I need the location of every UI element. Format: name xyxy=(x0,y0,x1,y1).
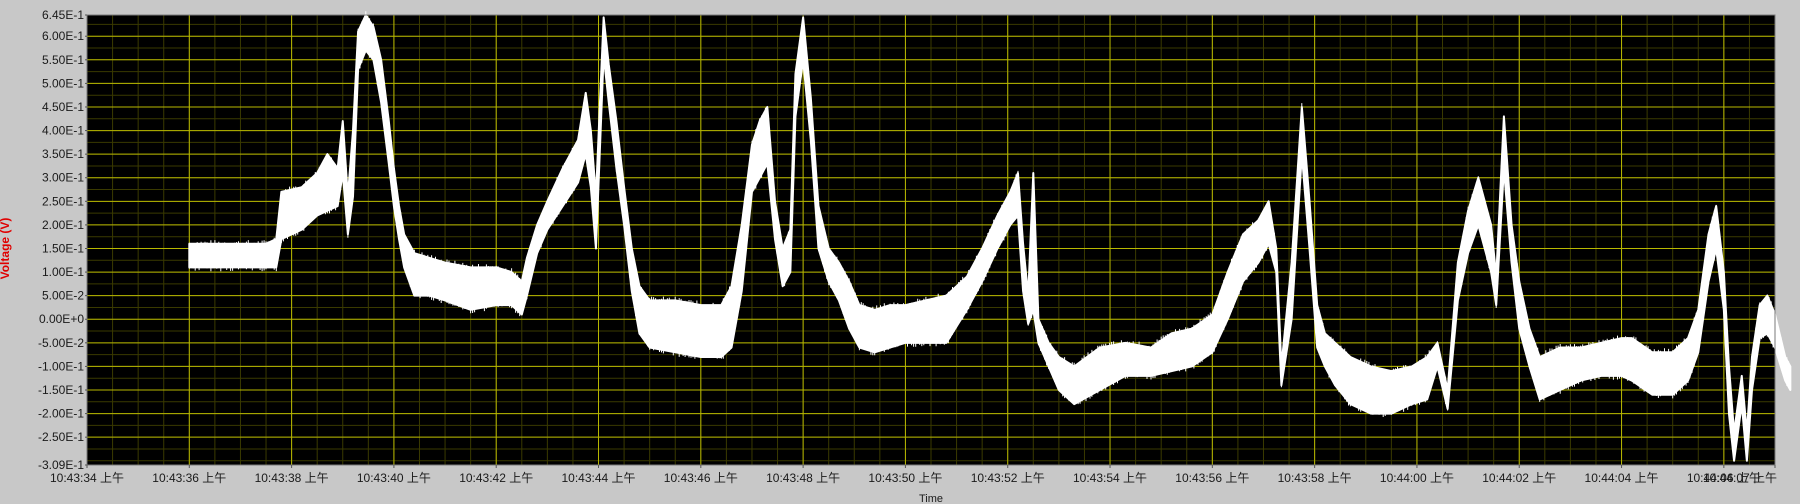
x-tick-label: 10:43:48 上午 xyxy=(766,471,840,485)
y-tick-label: 3.50E-1 xyxy=(42,147,84,161)
y-tick-label: 5.00E-2 xyxy=(42,289,84,303)
y-tick-label: -3.09E-1 xyxy=(38,458,84,472)
y-tick-label: -5.00E-2 xyxy=(38,336,84,350)
y-tick-label: -1.00E-1 xyxy=(38,359,84,373)
x-tick-label: 10:44:00 上午 xyxy=(1380,471,1454,485)
x-tick-label: 10:43:34 上午 xyxy=(50,471,124,485)
y-tick-label: 4.50E-1 xyxy=(42,100,84,114)
x-tick-label: 10:44:04 上午 xyxy=(1585,471,1659,485)
x-axis-ticks: 10:43:34 上午 10:43:36 上午 10:43:38 上午 10:43:4… xyxy=(50,465,1777,485)
x-tick-label: 10:43:42 上午 xyxy=(459,471,533,485)
x-tick-label: 10:43:40 上午 xyxy=(357,471,431,485)
x-tick-label: 10:43:38 上午 xyxy=(255,471,329,485)
x-tick-label: 10:43:54 上午 xyxy=(1073,471,1147,485)
x-tick-label: 10:43:52 上午 xyxy=(971,471,1045,485)
x-tick-label: 10:43:44 上午 xyxy=(561,471,635,485)
x-tick-label: 10:43:50 上午 xyxy=(868,471,942,485)
x-tick-label: 10:43:58 上午 xyxy=(1278,471,1352,485)
x-tick-label: 10:44:07 上午 xyxy=(1703,471,1777,485)
y-tick-label: 3.00E-1 xyxy=(42,171,84,185)
x-tick-label: 10:43:36 上午 xyxy=(152,471,226,485)
x-tick-label: 10:44:06 上午 xyxy=(1687,471,1761,485)
y-tick-label: -1.50E-1 xyxy=(38,383,84,397)
y-tick-label: -2.50E-1 xyxy=(38,430,84,444)
y-tick-label: 6.45E-1 xyxy=(42,8,84,22)
x-tick-label: 10:44:02 上午 xyxy=(1482,471,1556,485)
y-tick-label: 2.50E-1 xyxy=(42,194,84,208)
trace-layer xyxy=(86,11,1792,466)
x-tick-label: 10:43:46 上午 xyxy=(664,471,738,485)
y-tick-label: 2.00E-1 xyxy=(42,218,84,232)
y-tick-label: 6.00E-1 xyxy=(42,29,84,43)
voltage-trace-noise xyxy=(188,11,1790,461)
y-tick-label: 1.00E-1 xyxy=(42,265,84,279)
y-axis-title: Voltage (V) xyxy=(0,218,12,280)
plot-border xyxy=(86,14,1776,466)
x-tick-label: 10:43:56 上午 xyxy=(1175,471,1249,485)
y-tick-label: 4.00E-1 xyxy=(42,124,84,138)
x-axis-title: Time xyxy=(919,493,943,504)
y-axis-ticks: 6.45E-1 6.00E-1 5.50E-1 5.00E-1 4.50E-1 4.00E… xyxy=(38,8,87,472)
y-tick-label: 1.50E-1 xyxy=(42,241,84,255)
y-tick-label: 0.00E+0 xyxy=(39,312,84,326)
y-tick-label: 5.50E-1 xyxy=(42,53,84,67)
y-tick-label: 5.00E-1 xyxy=(42,76,84,90)
y-tick-label: -2.00E-1 xyxy=(38,407,84,421)
